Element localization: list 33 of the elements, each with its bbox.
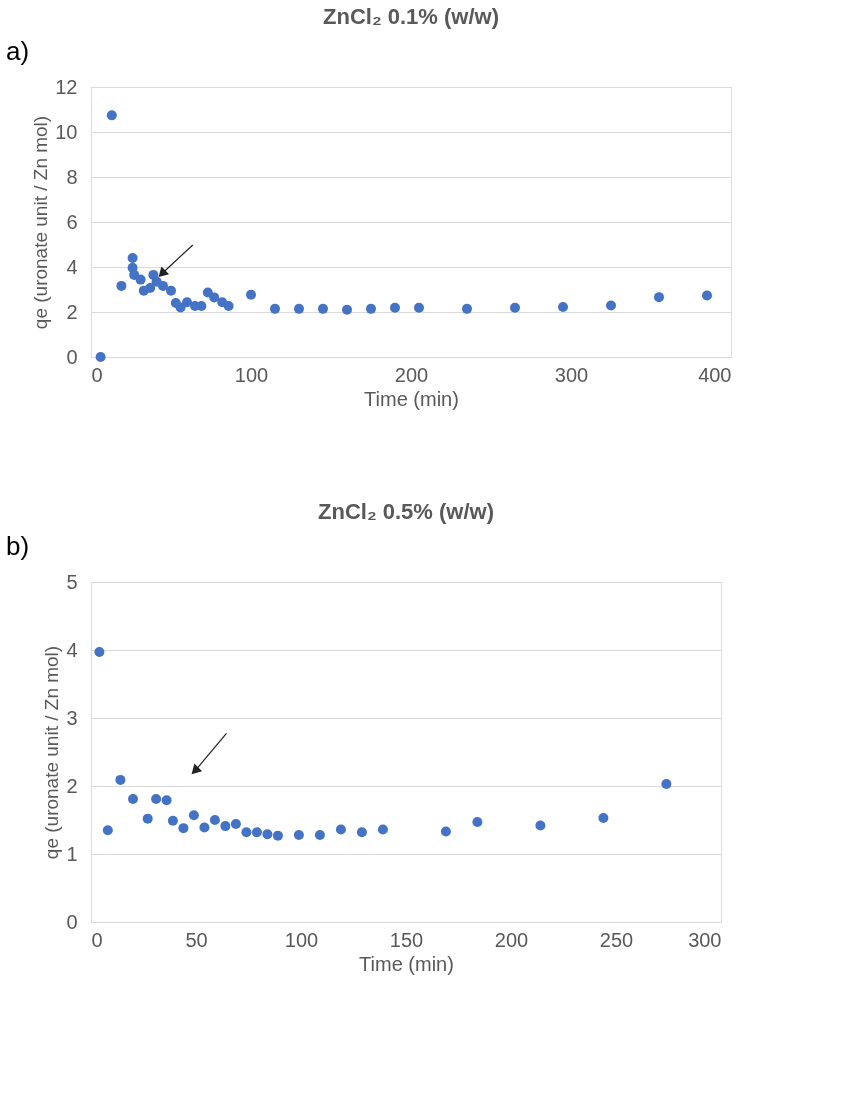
y-tick-label: 2	[66, 774, 78, 797]
x-tick-label: 100	[284, 928, 319, 951]
x-tick-label: 100	[234, 363, 269, 386]
y-tick-label: 5	[66, 570, 78, 593]
chart-title: ZnCl₂ 0.1% (w/w)	[322, 4, 500, 29]
y-tick-label: 12	[55, 75, 78, 98]
x-tick-label: 400	[698, 363, 732, 386]
x-tick-label: 0	[91, 363, 103, 386]
y-tick-label: 3	[66, 706, 78, 729]
text: a)	[6, 36, 30, 66]
y-tick-label: 0	[66, 345, 78, 368]
x-tick-label: 200	[394, 363, 429, 386]
y-axis-title: qe (uronate unit / Zn mol)	[30, 115, 52, 330]
y-tick-label: 10	[55, 120, 78, 143]
x-tick-label: 50	[185, 928, 208, 951]
x-tick-label: 250	[599, 928, 634, 951]
y-tick-label: 4	[66, 255, 78, 278]
y-tick-label: 0	[66, 910, 78, 933]
y-tick-label: 6	[66, 210, 78, 233]
y-tick-label: 2	[66, 300, 78, 323]
x-axis-title: Time (min)	[364, 387, 459, 410]
y-axis-title: qe (uronate unit / Zn mol)	[41, 645, 63, 860]
y-tick-label: 4	[66, 638, 78, 661]
x-tick-label: 150	[389, 928, 424, 951]
x-axis-title: Time (min)	[359, 952, 454, 975]
y-tick-label: 8	[66, 165, 78, 188]
chart-title: ZnCl₂ 0.5% (w/w)	[317, 499, 495, 524]
y-tick-label: 1	[66, 842, 78, 865]
x-tick-label: 300	[554, 363, 589, 386]
x-tick-label: 300	[688, 928, 722, 951]
x-tick-label: 200	[494, 928, 529, 951]
text: b)	[6, 531, 30, 561]
x-tick-label: 0	[91, 928, 103, 951]
